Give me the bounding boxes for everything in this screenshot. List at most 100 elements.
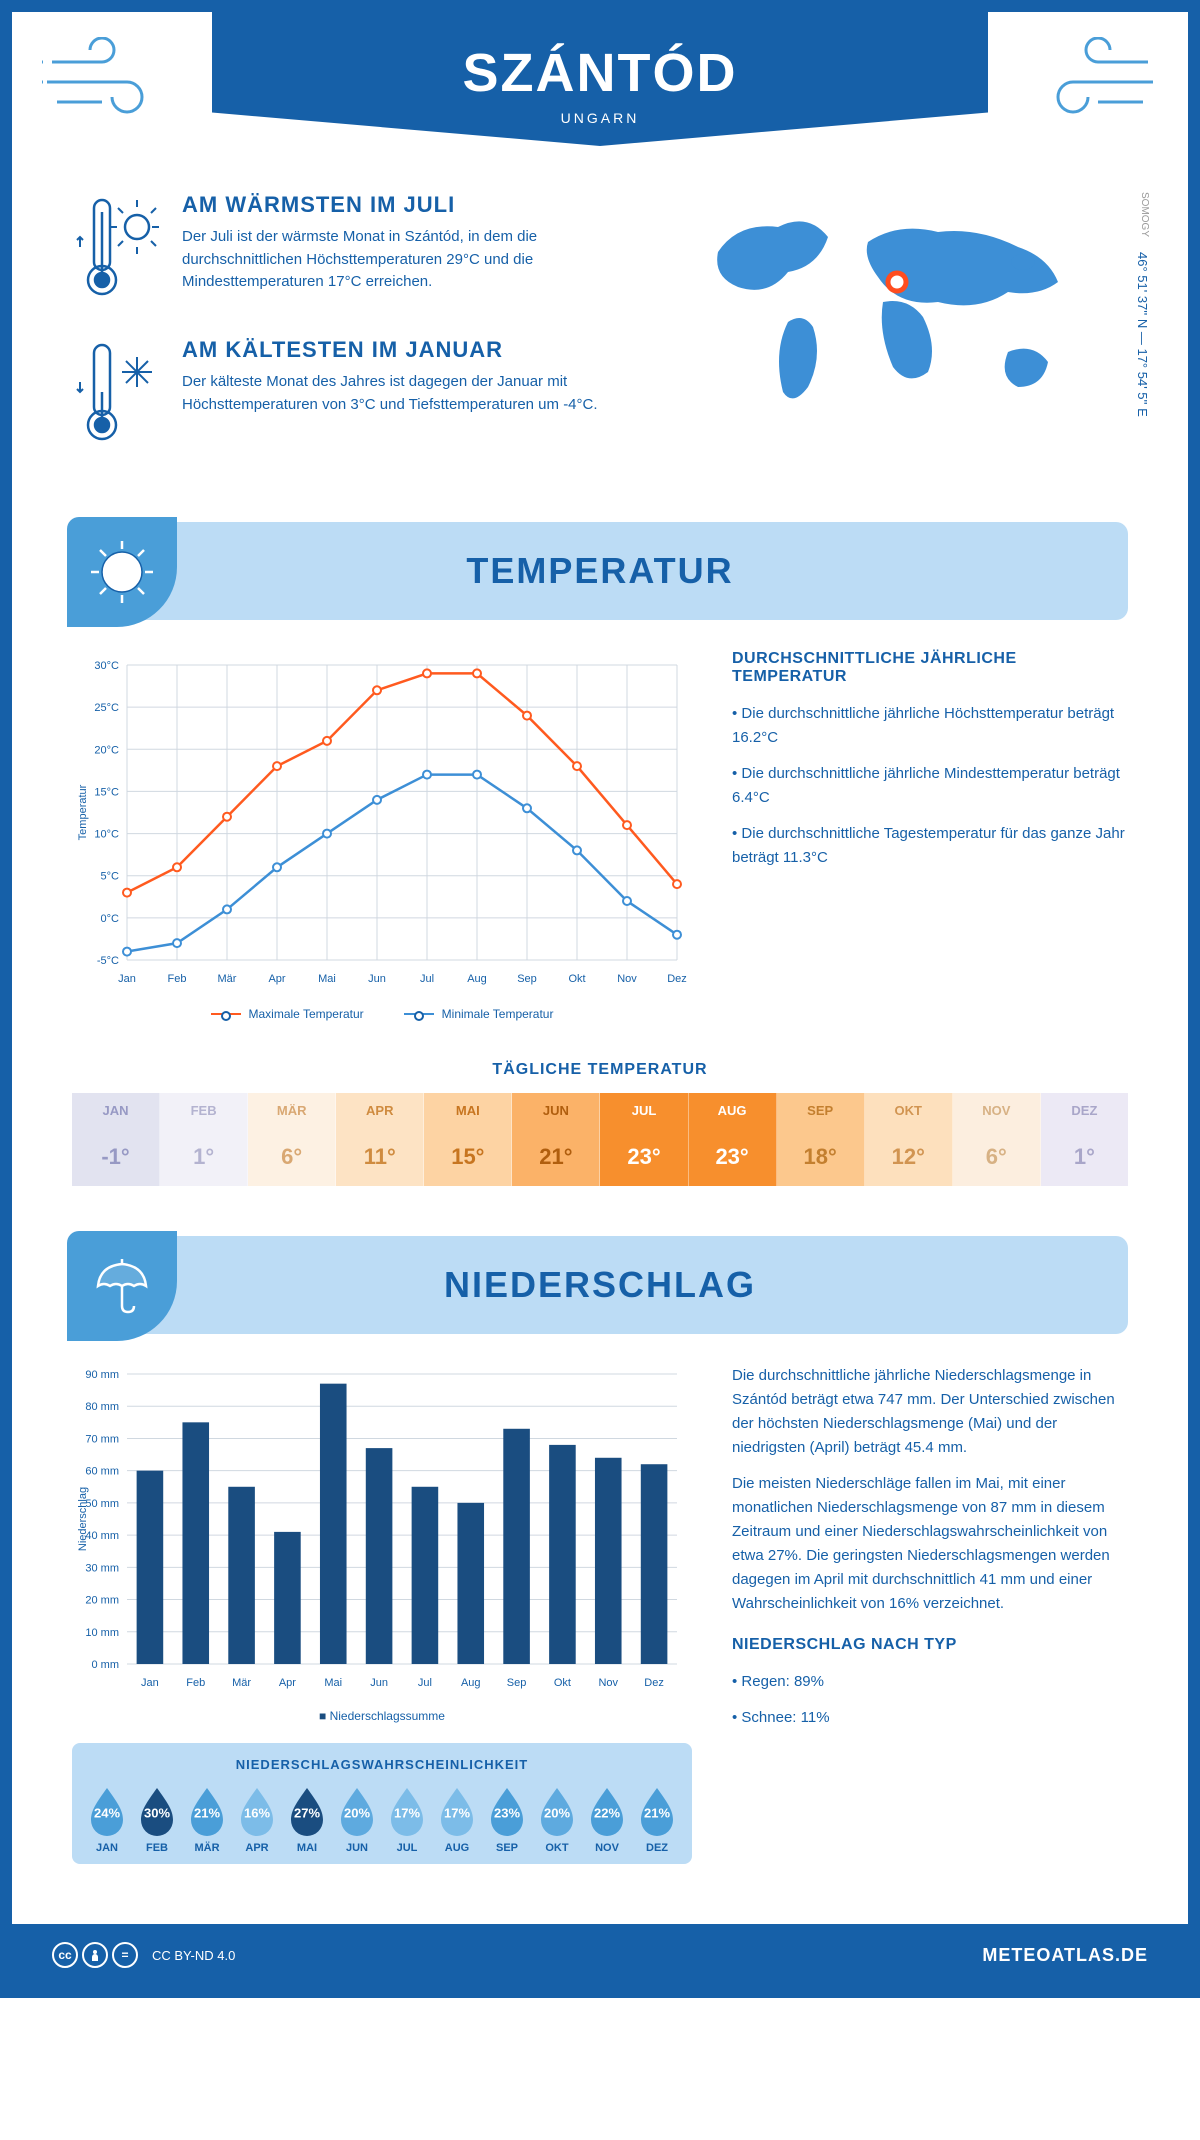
thermometer-hot-icon bbox=[72, 192, 162, 307]
temp-table-cell: MÄR6° bbox=[248, 1093, 336, 1186]
intro-row: AM WÄRMSTEN IM JULI Der Juli ist der wär… bbox=[72, 192, 1128, 482]
prob-title: NIEDERSCHLAGSWAHRSCHEINLICHKEIT bbox=[82, 1757, 682, 1772]
title-banner: SZÁNTÓD UNGARN bbox=[212, 12, 988, 146]
temp-table-cell: JUL23° bbox=[600, 1093, 688, 1186]
probability-drop: 22%NOV bbox=[585, 1784, 629, 1854]
precipitation-bar-chart: 0 mm10 mm20 mm30 mm40 mm50 mm60 mm70 mm8… bbox=[72, 1364, 692, 1864]
precip-type-bullet: Schnee: 11% bbox=[732, 1706, 1128, 1730]
svg-text:0°C: 0°C bbox=[101, 913, 120, 925]
svg-text:Feb: Feb bbox=[168, 973, 187, 985]
temp-summary-bullet: Die durchschnittliche jährliche Mindestt… bbox=[732, 762, 1128, 810]
temp-table-cell: NOV6° bbox=[953, 1093, 1041, 1186]
svg-text:25°C: 25°C bbox=[94, 702, 119, 714]
temp-table-cell: FEB1° bbox=[160, 1093, 248, 1186]
temp-table-cell: DEZ1° bbox=[1041, 1093, 1128, 1186]
svg-text:Mai: Mai bbox=[324, 1677, 342, 1689]
svg-text:Sep: Sep bbox=[517, 973, 537, 985]
svg-text:Apr: Apr bbox=[268, 973, 285, 985]
temp-chart-legend: Maximale Temperatur Minimale Temperatur bbox=[72, 1007, 692, 1021]
svg-text:Temperatur: Temperatur bbox=[77, 784, 89, 840]
svg-text:Jan: Jan bbox=[118, 973, 136, 985]
svg-text:Jul: Jul bbox=[420, 973, 434, 985]
probability-drop: 23%SEP bbox=[485, 1784, 529, 1854]
svg-text:Nov: Nov bbox=[598, 1677, 618, 1689]
svg-text:50 mm: 50 mm bbox=[85, 1498, 119, 1510]
svg-text:30°C: 30°C bbox=[94, 660, 119, 672]
site-name: METEOATLAS.DE bbox=[982, 1945, 1148, 1966]
temp-summary-bullet: Die durchschnittliche Tagestemperatur fü… bbox=[732, 822, 1128, 870]
cc-license-icons: cc = bbox=[52, 1942, 138, 1968]
probability-drop: 16%APR bbox=[235, 1784, 279, 1854]
daily-temp-table: JAN-1°FEB1°MÄR6°APR11°MAI15°JUN21°JUL23°… bbox=[72, 1093, 1128, 1186]
legend-min: Minimale Temperatur bbox=[442, 1007, 554, 1021]
precipitation-text: Die durchschnittliche jährliche Niedersc… bbox=[732, 1364, 1128, 1864]
sun-icon bbox=[67, 517, 177, 627]
svg-text:-5°C: -5°C bbox=[97, 955, 119, 967]
svg-text:60 mm: 60 mm bbox=[85, 1466, 119, 1478]
temp-table-cell: OKT12° bbox=[865, 1093, 953, 1186]
svg-text:Feb: Feb bbox=[186, 1677, 205, 1689]
svg-text:40 mm: 40 mm bbox=[85, 1530, 119, 1542]
svg-text:Aug: Aug bbox=[467, 973, 487, 985]
svg-text:0 mm: 0 mm bbox=[92, 1659, 120, 1671]
temp-table-cell: JUN21° bbox=[512, 1093, 600, 1186]
svg-text:Aug: Aug bbox=[461, 1677, 481, 1689]
coldest-fact: AM KÄLTESTEN IM JANUAR Der kälteste Mona… bbox=[72, 337, 608, 452]
svg-text:Okt: Okt bbox=[554, 1677, 571, 1689]
precipitation-probability-box: NIEDERSCHLAGSWAHRSCHEINLICHKEIT 24%JAN30… bbox=[72, 1743, 692, 1864]
svg-text:Mai: Mai bbox=[318, 973, 336, 985]
temp-table-cell: AUG23° bbox=[689, 1093, 777, 1186]
warmest-fact: AM WÄRMSTEN IM JULI Der Juli ist der wär… bbox=[72, 192, 608, 307]
svg-text:Jan: Jan bbox=[141, 1677, 159, 1689]
svg-text:Mär: Mär bbox=[218, 973, 237, 985]
page-subtitle: UNGARN bbox=[232, 110, 968, 126]
precip-para1: Die durchschnittliche jährliche Niedersc… bbox=[732, 1364, 1128, 1460]
svg-text:10°C: 10°C bbox=[94, 829, 119, 841]
precip-legend: Niederschlagssumme bbox=[72, 1709, 692, 1723]
temp-table-cell: APR11° bbox=[336, 1093, 424, 1186]
svg-text:70 mm: 70 mm bbox=[85, 1433, 119, 1445]
daily-temp-title: TÄGLICHE TEMPERATUR bbox=[72, 1061, 1128, 1079]
header: SZÁNTÓD UNGARN bbox=[12, 12, 1188, 172]
wind-icon-right bbox=[1018, 37, 1158, 132]
world-map: SOMOGY 46° 51' 37'' N — 17° 54' 5'' E bbox=[668, 192, 1128, 482]
precip-type-title: NIEDERSCHLAG NACH TYP bbox=[732, 1636, 1128, 1654]
svg-text:Dez: Dez bbox=[667, 973, 687, 985]
probability-drop: 21%MÄR bbox=[185, 1784, 229, 1854]
temp-table-cell: JAN-1° bbox=[72, 1093, 160, 1186]
svg-text:30 mm: 30 mm bbox=[85, 1562, 119, 1574]
temperature-section-header: TEMPERATUR bbox=[72, 522, 1128, 620]
temp-table-cell: SEP18° bbox=[777, 1093, 865, 1186]
svg-text:20 mm: 20 mm bbox=[85, 1595, 119, 1607]
svg-text:10 mm: 10 mm bbox=[85, 1627, 119, 1639]
svg-text:15°C: 15°C bbox=[94, 786, 119, 798]
precipitation-title: NIEDERSCHLAG bbox=[92, 1264, 1108, 1306]
probability-drop: 27%MAI bbox=[285, 1784, 329, 1854]
probability-drop: 30%FEB bbox=[135, 1784, 179, 1854]
svg-text:Mär: Mär bbox=[232, 1677, 251, 1689]
svg-text:Niederschlag: Niederschlag bbox=[77, 1487, 89, 1551]
umbrella-icon bbox=[67, 1231, 177, 1341]
region-label: SOMOGY bbox=[1139, 192, 1150, 237]
probability-drop: 17%AUG bbox=[435, 1784, 479, 1854]
temp-summary-title: DURCHSCHNITTLICHE JÄHRLICHE TEMPERATUR bbox=[732, 650, 1128, 686]
page-container: SZÁNTÓD UNGARN AM WÄRMSTEN IM JULI Der J… bbox=[0, 0, 1200, 1998]
probability-drop: 21%DEZ bbox=[635, 1784, 679, 1854]
probability-drop: 24%JAN bbox=[85, 1784, 129, 1854]
svg-text:Nov: Nov bbox=[617, 973, 637, 985]
wind-icon-left bbox=[42, 37, 182, 132]
probability-drop: 20%OKT bbox=[535, 1784, 579, 1854]
precip-type-bullet: Regen: 89% bbox=[732, 1670, 1128, 1694]
coldest-title: AM KÄLTESTEN IM JANUAR bbox=[182, 337, 608, 363]
temp-table-cell: MAI15° bbox=[424, 1093, 512, 1186]
probability-drop: 20%JUN bbox=[335, 1784, 379, 1854]
legend-max: Maximale Temperatur bbox=[249, 1007, 364, 1021]
warmest-text: Der Juli ist der wärmste Monat in Szántó… bbox=[182, 226, 608, 294]
svg-text:90 mm: 90 mm bbox=[85, 1369, 119, 1381]
thermometer-cold-icon bbox=[72, 337, 162, 452]
precip-para2: Die meisten Niederschläge fallen im Mai,… bbox=[732, 1472, 1128, 1616]
precipitation-section-header: NIEDERSCHLAG bbox=[72, 1236, 1128, 1334]
footer: cc = CC BY-ND 4.0 METEOATLAS.DE bbox=[12, 1924, 1188, 1986]
temperature-title: TEMPERATUR bbox=[92, 550, 1108, 592]
svg-text:Okt: Okt bbox=[568, 973, 585, 985]
